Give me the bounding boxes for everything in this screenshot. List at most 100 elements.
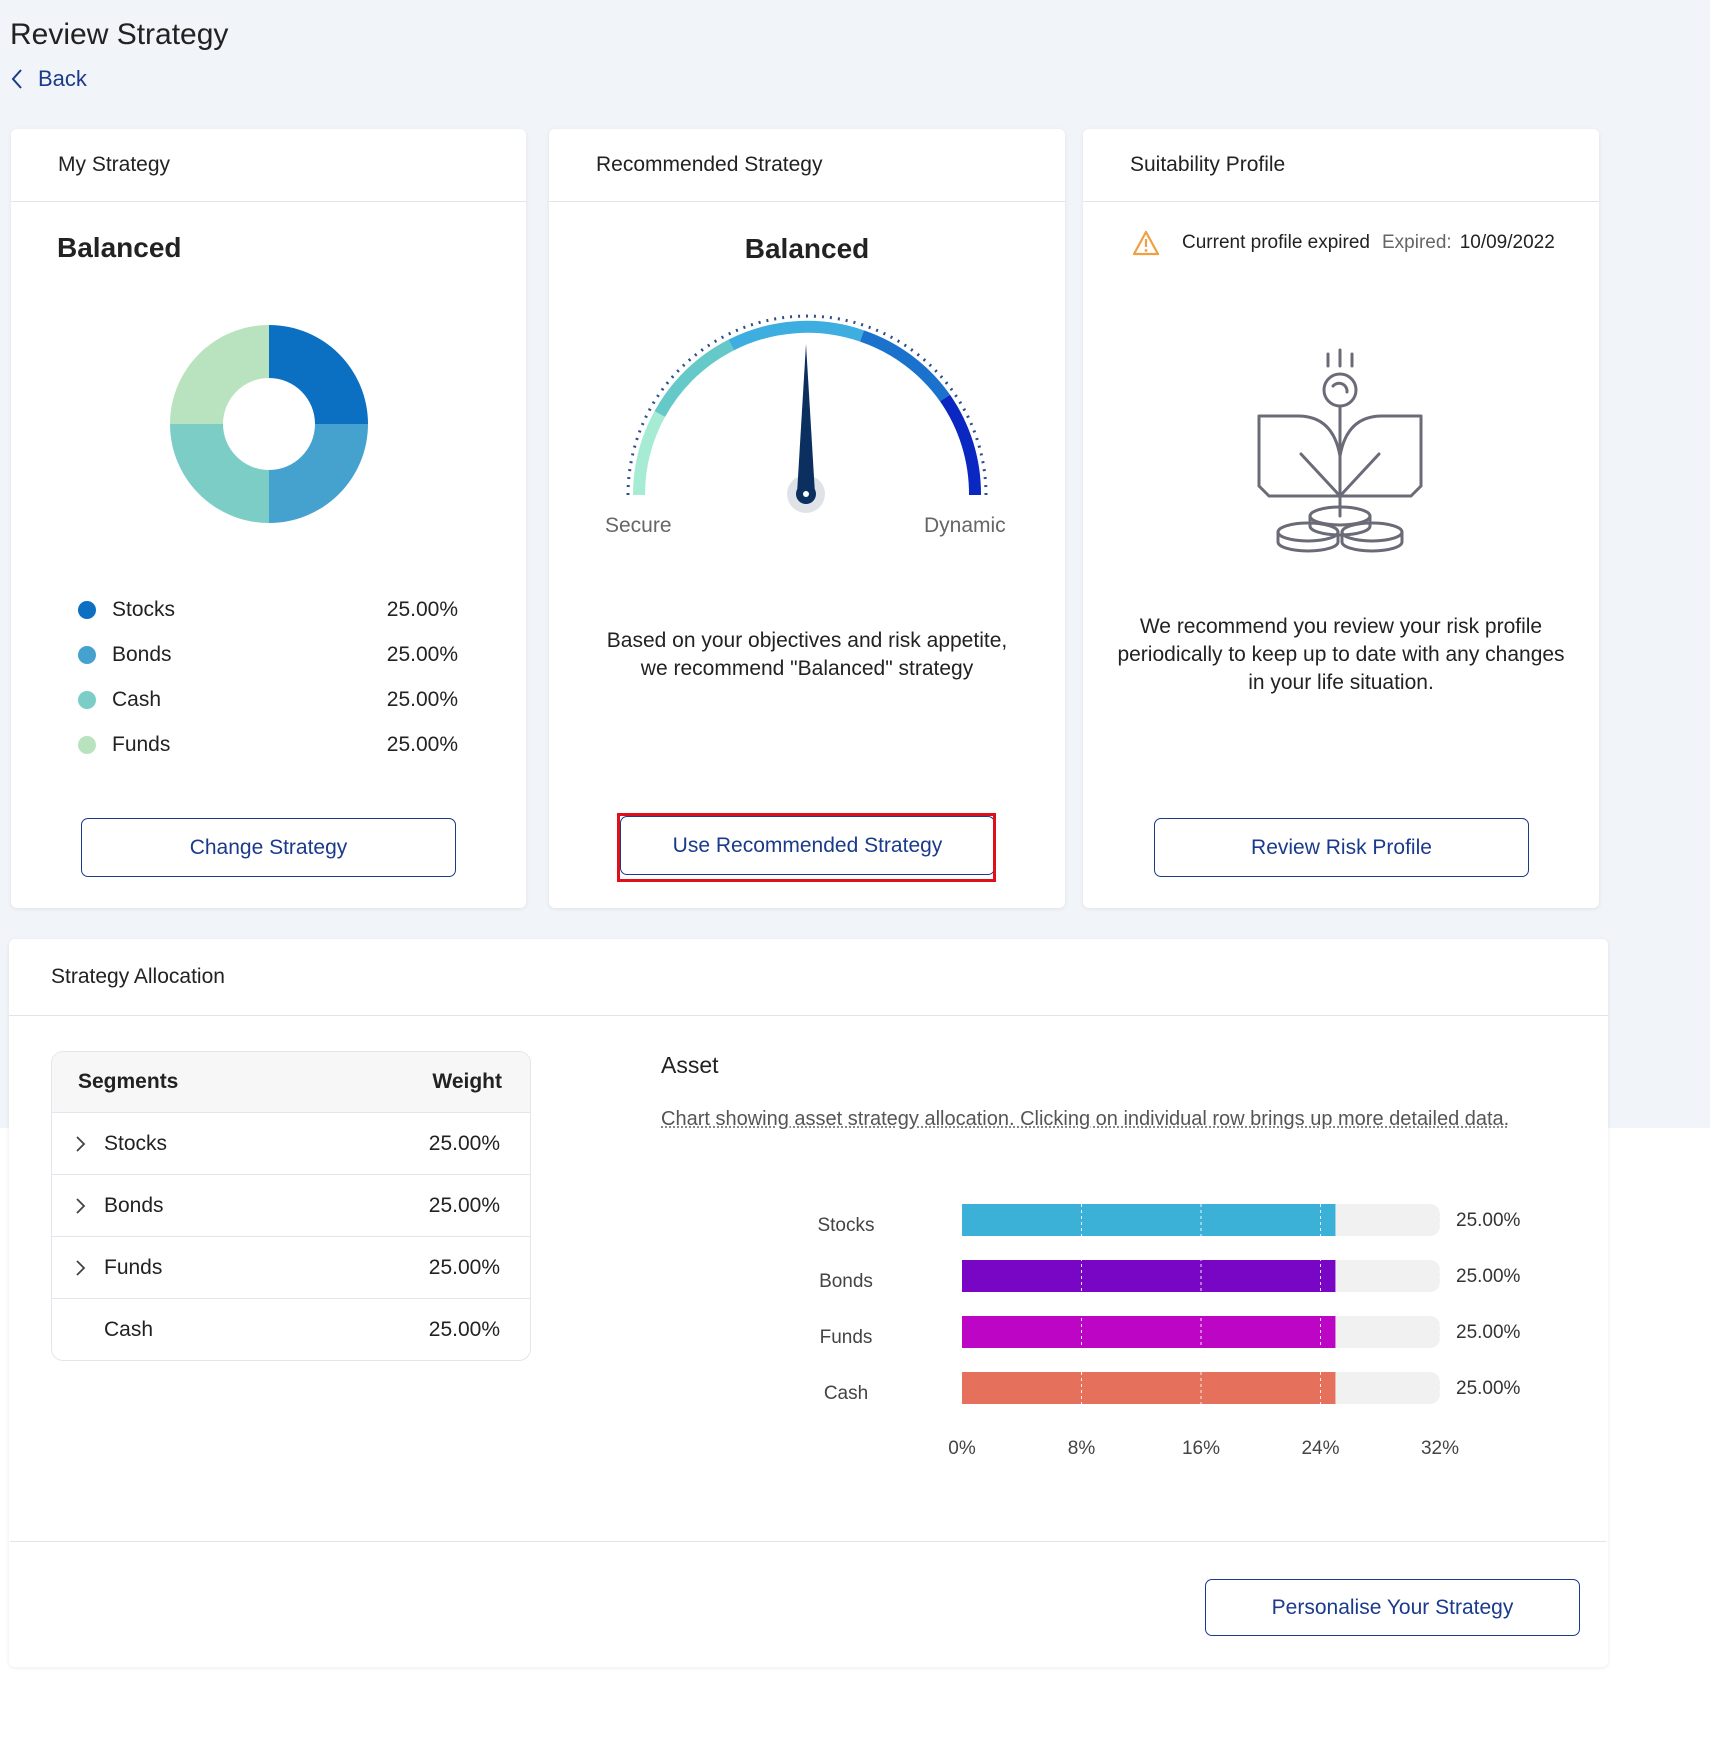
legend-item: Bonds 25.00%: [78, 632, 458, 677]
recommendation-line-2: we recommend "Balanced" strategy: [640, 657, 974, 680]
legend-label: Bonds: [112, 642, 172, 666]
warning-icon: [1132, 230, 1160, 256]
change-strategy-button[interactable]: Change Strategy: [81, 818, 456, 877]
chevron-right-icon: [76, 1135, 86, 1152]
segment-weight: 25.00%: [428, 1255, 500, 1279]
gauge-needle: [797, 344, 815, 494]
segments-column-header: Segments: [78, 1070, 179, 1093]
category-label: Stocks: [817, 1215, 874, 1236]
asset-description: Chart showing asset strategy allocation.…: [661, 1108, 1510, 1130]
gauge-max-label: Dynamic: [924, 514, 1006, 537]
legend-dot: [78, 600, 96, 619]
gauge-segment-1: [633, 411, 666, 496]
recommended-strategy-name: Balanced: [744, 233, 870, 264]
donut-slice-funds: [170, 325, 269, 424]
legend-item: Funds 25.00%: [78, 722, 458, 767]
donut-slice-cash: [170, 424, 269, 523]
table-row[interactable]: Bonds 25.00%: [52, 1175, 530, 1237]
weight-column-header: Weight: [432, 1070, 502, 1093]
use-recommended-strategy-button[interactable]: Use Recommended Strategy: [620, 816, 995, 875]
risk-gauge: [626, 314, 988, 513]
x-tick-label: 24%: [1301, 1438, 1339, 1459]
warning-text: Current profile expired: [1182, 232, 1370, 253]
row-expander[interactable]: [74, 1197, 100, 1215]
x-tick-label: 8%: [1068, 1438, 1096, 1459]
suitability-text: We recommend you review your risk profil…: [1083, 613, 1599, 697]
segments-table: Segments Weight Stocks 25.00% Bonds 25.00% F…: [51, 1051, 531, 1361]
chevron-right-icon: [76, 1259, 86, 1276]
donut-slice-stocks: [269, 325, 368, 424]
segments-table-header: Segments Weight: [52, 1052, 530, 1113]
legend-dot: [78, 690, 96, 709]
table-row[interactable]: Funds 25.00%: [52, 1237, 530, 1299]
row-expander[interactable]: [74, 1259, 100, 1277]
gauge-segment-4: [859, 330, 950, 402]
x-tick-label: 0%: [948, 1438, 976, 1459]
value-label: 25.00%: [1456, 1378, 1521, 1399]
legend-value: 25.00%: [386, 597, 458, 621]
segment-weight: 25.00%: [428, 1317, 500, 1341]
legend-dot: [78, 735, 96, 754]
legend-label: Funds: [112, 732, 171, 756]
category-label: Cash: [824, 1383, 868, 1404]
strategy-allocation-header: Strategy Allocation: [9, 939, 1608, 1016]
profile-warning: Current profile expired Expired: 10/09/2…: [1132, 230, 1555, 256]
legend-dot: [78, 645, 96, 664]
bar-funds[interactable]: [962, 1316, 1336, 1348]
legend-value: 25.00%: [386, 642, 458, 666]
gauge-segment-5: [940, 394, 982, 496]
legend-value: 25.00%: [386, 732, 458, 756]
button-highlight-box: [617, 813, 996, 882]
table-row[interactable]: Stocks 25.00%: [52, 1113, 530, 1175]
recommended-strategy-header: Recommended Strategy: [549, 129, 1065, 202]
review-risk-profile-button[interactable]: Review Risk Profile: [1154, 818, 1529, 877]
bar-cash[interactable]: [962, 1372, 1336, 1404]
asset-title: Asset: [661, 1052, 719, 1078]
value-label: 25.00%: [1456, 1322, 1521, 1343]
category-label: Bonds: [819, 1271, 873, 1292]
suitability-profile-card: Suitability Profile: [1083, 129, 1599, 908]
gauge-dotted-arc: [626, 314, 988, 496]
suitability-line-2: periodically to keep up to date with any…: [1117, 643, 1565, 666]
category-label: Funds: [820, 1327, 873, 1348]
suitability-profile-header: Suitability Profile: [1083, 129, 1599, 202]
legend-item: Cash 25.00%: [78, 677, 458, 722]
legend-item: Stocks 25.00%: [78, 587, 458, 632]
segment-name: Cash: [104, 1317, 154, 1341]
gauge-segment-2: [654, 339, 734, 417]
legend-label: Cash: [112, 687, 162, 711]
gauge-min-label: Secure: [605, 514, 672, 537]
segment-name: Stocks: [104, 1131, 168, 1155]
value-label: 25.00%: [1456, 1210, 1521, 1231]
table-row[interactable]: Cash 25.00%: [52, 1299, 530, 1360]
expired-date: 10/09/2022: [1459, 232, 1555, 253]
bar-stocks[interactable]: [962, 1204, 1336, 1236]
x-tick-label: 16%: [1182, 1438, 1220, 1459]
value-label: 25.00%: [1456, 1266, 1521, 1287]
asset-allocation-bar-chart: Stocks 25.00% Bonds 25.00% Funds 25.00% Cash 25…: [817, 1204, 1521, 1459]
legend-value: 25.00%: [386, 687, 458, 711]
segment-name: Bonds: [104, 1193, 164, 1217]
legend-label: Stocks: [112, 597, 176, 621]
page-title: Review Strategy: [10, 18, 229, 51]
suitability-line-3: in your life situation.: [1248, 671, 1434, 694]
back-link[interactable]: Back: [10, 66, 87, 92]
row-expander[interactable]: [74, 1135, 100, 1153]
back-label: Back: [38, 66, 87, 91]
donut-slice-bonds: [269, 424, 368, 523]
personalise-strategy-button[interactable]: Personalise Your Strategy: [1205, 1579, 1580, 1636]
chevron-right-icon: [76, 1197, 86, 1214]
recommendation-line-1: Based on your objectives and risk appeti…: [606, 629, 1008, 652]
recommendation-text: Based on your objectives and risk appeti…: [549, 627, 1065, 683]
gauge-needle-dot: [803, 491, 809, 497]
segment-name: Funds: [104, 1255, 163, 1279]
gauge-segment-3: [728, 320, 864, 351]
my-strategy-header: My Strategy: [11, 129, 526, 202]
strategy-legend: Stocks 25.00% Bonds 25.00% Cash 25.00% Funds 25…: [78, 587, 458, 767]
chevron-left-icon: [11, 69, 22, 89]
bar-bonds[interactable]: [962, 1260, 1336, 1292]
x-tick-label: 32%: [1421, 1438, 1459, 1459]
plant-coin-icon: [1257, 348, 1423, 553]
recommended-strategy-card: Recommended Strategy: [549, 129, 1065, 908]
suitability-line-1: We recommend you review your risk profil…: [1139, 615, 1543, 638]
